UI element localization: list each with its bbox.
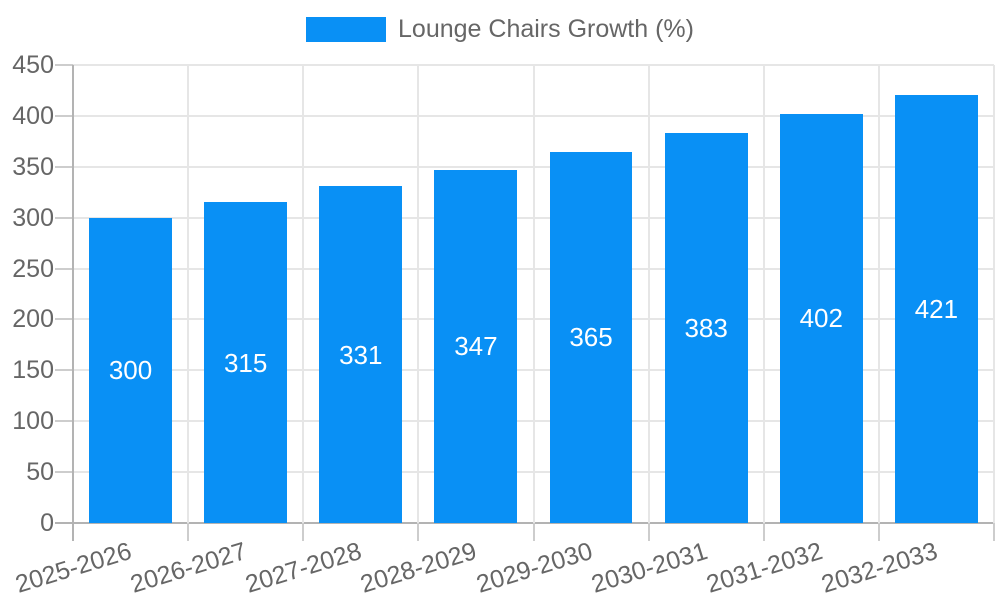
y-axis-line — [72, 65, 74, 523]
v-gridline — [302, 65, 305, 523]
bar-value-label: 315 — [223, 347, 268, 378]
bar[interactable] — [664, 133, 748, 523]
x-tick-label: 2031-2032 — [702, 537, 826, 599]
x-tick-mark — [532, 523, 535, 541]
v-gridline — [532, 65, 535, 523]
x-tick-mark — [762, 523, 765, 541]
bar-value-label: 300 — [108, 355, 153, 386]
bar[interactable] — [204, 202, 288, 523]
bar[interactable] — [779, 113, 863, 523]
y-tick-mark — [55, 420, 73, 423]
bar[interactable] — [549, 151, 633, 523]
x-tick-mark — [647, 523, 650, 541]
y-tick-label: 200 — [12, 305, 54, 334]
v-gridline — [993, 65, 995, 523]
x-tick-mark — [72, 523, 74, 541]
v-gridline — [417, 65, 420, 523]
x-tick-label: 2030-2031 — [587, 537, 711, 599]
y-tick-label: 300 — [12, 203, 54, 232]
y-tick-mark — [55, 471, 73, 474]
y-tick-label: 50 — [26, 458, 54, 487]
bar-value-label: 331 — [339, 339, 383, 370]
y-tick-mark — [55, 267, 73, 270]
bar[interactable] — [894, 94, 978, 523]
y-tick-label: 150 — [12, 356, 54, 385]
x-tick-mark — [187, 523, 190, 541]
bar-value-label: 402 — [799, 303, 843, 334]
y-tick-label: 350 — [12, 152, 54, 181]
bar[interactable] — [434, 169, 518, 523]
v-gridline — [877, 65, 880, 523]
y-tick-label: 400 — [12, 101, 54, 130]
legend-swatch — [306, 17, 387, 42]
y-tick-label: 450 — [12, 51, 54, 79]
v-gridline — [647, 65, 650, 523]
y-tick-label: 250 — [12, 254, 54, 283]
y-tick-mark — [55, 318, 73, 321]
x-tick-label: 2026-2027 — [127, 537, 250, 599]
bar[interactable] — [89, 217, 172, 523]
x-tick-mark — [993, 523, 995, 541]
x-tick-label: 2025-2026 — [12, 537, 135, 599]
x-tick-mark — [417, 523, 420, 541]
y-tick-mark — [55, 165, 73, 168]
y-tick-mark — [55, 64, 73, 66]
x-tick-label: 2028-2029 — [357, 537, 481, 599]
bar-value-label: 383 — [684, 313, 728, 344]
y-tick-mark — [55, 114, 73, 117]
legend-label: Lounge Chairs Growth (%) — [398, 15, 694, 43]
x-tick-label: 2032-2033 — [818, 537, 941, 599]
y-tick-mark — [55, 369, 73, 372]
v-gridline — [187, 65, 190, 523]
x-tick-label: 2029-2030 — [472, 537, 596, 599]
chart-legend[interactable]: Lounge Chairs Growth (%) — [0, 16, 1000, 43]
y-tick-mark — [55, 216, 73, 219]
y-tick-label: 0 — [40, 509, 54, 537]
x-tick-label: 2027-2028 — [242, 537, 365, 599]
x-tick-mark — [302, 523, 305, 541]
y-tick-label: 100 — [12, 407, 54, 436]
y-tick-mark — [55, 522, 73, 524]
bar[interactable] — [319, 186, 403, 523]
bar-value-label: 347 — [454, 331, 498, 362]
bar-value-label: 421 — [914, 293, 959, 324]
bar-value-label: 365 — [569, 322, 613, 353]
v-gridline — [762, 65, 765, 523]
x-tick-mark — [877, 523, 880, 541]
